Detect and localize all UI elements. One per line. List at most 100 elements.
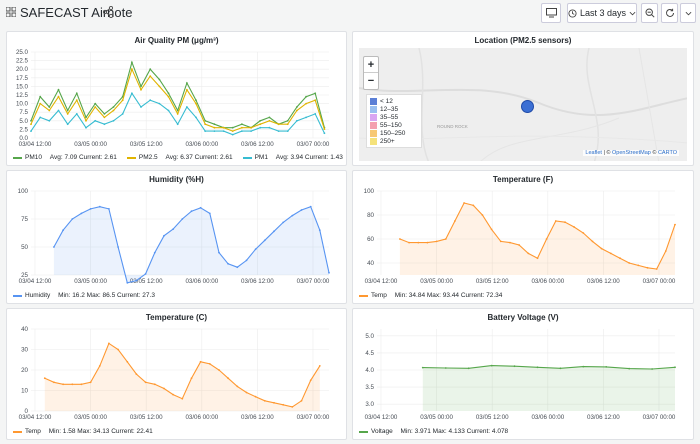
x-tick-label: 03/05 12:00: [476, 278, 509, 285]
data-point: [241, 123, 243, 126]
x-tick-label: 03/07 00:00: [643, 414, 676, 421]
legend-item-pm10[interactable]: PM10 Avg: 7.09 Current: 2.61: [13, 154, 117, 161]
data-point: [57, 109, 60, 112]
data-point: [254, 248, 257, 251]
temp-f-chart: 40 60 80 100 03/04 12:00 03/05 00:00 03/05 12:…: [364, 188, 676, 285]
share-icon[interactable]: [103, 6, 113, 18]
legend-item-pm25[interactable]: PM2.5 Avg: 6.37 Current: 2.61: [126, 154, 233, 161]
data-point: [39, 95, 42, 98]
data-point: [314, 99, 317, 102]
data-point: [236, 385, 239, 388]
data-point: [89, 208, 92, 210]
data-point: [628, 367, 631, 370]
x-tick-label: 03/07 00:00: [297, 414, 330, 421]
map-zoom-in-button[interactable]: +: [364, 57, 378, 73]
data-point: [408, 241, 410, 244]
carto-link[interactable]: CARTO: [657, 150, 677, 156]
y-tick-label: 10.0: [16, 101, 29, 108]
data-point: [426, 241, 429, 244]
x-tick-label: 03/04 12:00: [19, 414, 52, 421]
sensor-marker[interactable]: [521, 100, 534, 113]
series-line-pm25: [30, 67, 325, 132]
data-point: [167, 95, 170, 98]
data-point: [472, 204, 475, 207]
data-point: [286, 119, 289, 122]
y-tick-label: 17.5: [16, 75, 29, 82]
map-legend-row: 250+: [370, 137, 418, 145]
data-point: [637, 264, 640, 267]
data-point: [172, 228, 175, 230]
legend-item-pm1[interactable]: PM1 Avg: 3.94 Current: 1.43: [242, 154, 343, 161]
data-point: [48, 109, 51, 112]
data-point: [62, 383, 64, 386]
data-point: [213, 126, 216, 129]
data-point: [75, 99, 78, 102]
data-point: [286, 123, 289, 126]
dashboard-title[interactable]: SAFECAST Airnote: [20, 5, 133, 20]
x-tick-label: 03/06 00:00: [185, 141, 218, 148]
data-point: [53, 246, 55, 248]
data-point: [39, 116, 42, 119]
series-area: [53, 206, 330, 283]
y-tick-label: 30: [21, 347, 28, 354]
data-point: [140, 106, 142, 108]
legend-item-voltage[interactable]: Voltage Min: 3.971 Max: 4.133 Current: 4…: [359, 428, 508, 435]
x-tick-label: 03/05 12:00: [130, 141, 163, 148]
time-range-picker[interactable]: Last 3 days: [567, 3, 637, 23]
data-point: [305, 95, 307, 98]
x-tick-label: 03/06 12:00: [241, 414, 274, 421]
x-tick-label: 03/05 12:00: [476, 414, 509, 421]
data-point: [176, 123, 179, 126]
apps-icon[interactable]: [6, 7, 16, 17]
data-point: [80, 212, 83, 215]
panel-title: Humidity (%H): [149, 175, 204, 184]
refresh-interval-dropdown[interactable]: [680, 3, 696, 23]
data-point: [39, 102, 42, 105]
data-point: [318, 365, 321, 367]
data-point: [259, 119, 262, 122]
y-tick-label: 12.5: [16, 92, 29, 99]
data-point: [71, 218, 74, 220]
data-point: [268, 119, 271, 122]
data-point: [62, 229, 64, 232]
data-point: [300, 399, 303, 402]
data-point: [66, 123, 69, 126]
data-point: [131, 68, 133, 71]
tv-mode-button[interactable]: [541, 3, 561, 23]
data-point: [172, 393, 175, 396]
data-point: [273, 230, 275, 233]
map-legend: < 12 12–35 35–55 55–150 150–250 250+: [366, 94, 422, 148]
series-area: [399, 203, 675, 275]
osm-link[interactable]: OpenStreetMap: [612, 150, 651, 156]
data-point: [98, 365, 101, 367]
data-point: [89, 381, 92, 384]
legend-item-humidity[interactable]: Humidity Min: 16.2 Max: 86.5 Current: 27…: [13, 292, 155, 299]
temp-f-panel: Temperature (F) 40 60 80 100 03/04 12:00 03/0…: [352, 170, 694, 304]
data-point: [222, 126, 225, 129]
zoom-out-time-button[interactable]: [641, 3, 658, 23]
monitor-icon: [545, 8, 557, 18]
data-point: [296, 119, 298, 122]
data-point: [30, 130, 32, 132]
map-zoom-out-button[interactable]: −: [367, 75, 375, 87]
data-point: [231, 133, 234, 136]
data-point: [421, 366, 424, 369]
data-point: [135, 373, 138, 375]
panel-title: Air Quality PM (μg/m³): [134, 36, 219, 45]
data-point: [309, 379, 312, 382]
refresh-icon: [665, 8, 674, 17]
data-point: [149, 68, 152, 71]
data-point: [66, 109, 69, 112]
leaflet-link[interactable]: Leaflet: [585, 150, 602, 156]
legend-item-temp-f[interactable]: Temp Min: 34.84 Max: 93.44 Current: 72.3…: [359, 292, 502, 299]
chevron-down-icon: [685, 11, 691, 15]
refresh-button[interactable]: [661, 3, 678, 23]
data-point: [268, 116, 271, 119]
legend-item-temp-c[interactable]: Temp Min: 1.58 Max: 34.13 Current: 22.41: [13, 428, 153, 435]
data-point: [144, 273, 147, 275]
data-point: [564, 221, 566, 224]
y-tick-label: 3.0: [365, 401, 374, 408]
data-point: [582, 232, 585, 234]
data-point: [582, 365, 585, 368]
data-point: [195, 102, 197, 105]
